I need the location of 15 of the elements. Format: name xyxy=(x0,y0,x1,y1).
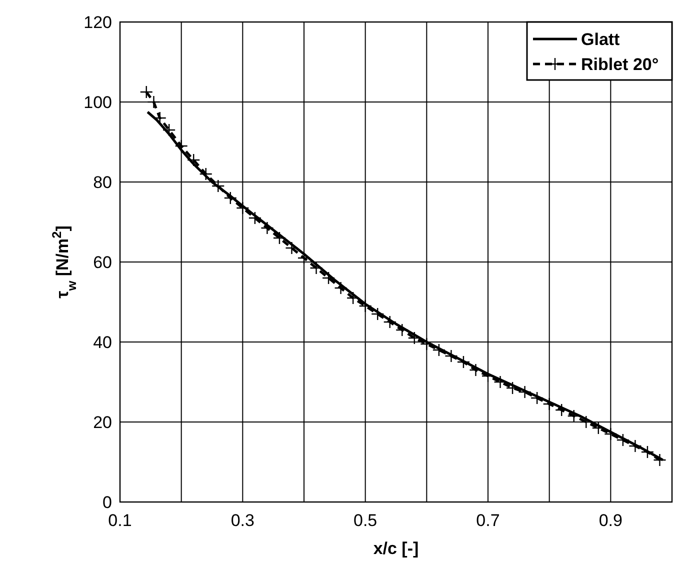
y-tick-label: 60 xyxy=(93,253,112,272)
y-tick-label: 120 xyxy=(84,13,112,32)
legend-label: Riblet 20° xyxy=(581,55,659,74)
legend-label: Glatt xyxy=(581,30,620,49)
x-tick-label: 0.1 xyxy=(108,511,132,530)
x-tick-label: 0.3 xyxy=(230,511,254,530)
y-tick-label: 20 xyxy=(93,413,112,432)
x-axis-title: x/c [-] xyxy=(373,539,419,558)
y-tick-label: 80 xyxy=(93,173,112,192)
x-tick-label: 0.7 xyxy=(476,511,500,530)
y-tick-label: 0 xyxy=(102,493,112,512)
y-tick-label: 40 xyxy=(93,333,112,352)
x-tick-label: 0.5 xyxy=(354,511,378,530)
x-tick-label: 0.9 xyxy=(598,511,622,530)
y-tick-label: 100 xyxy=(84,93,112,112)
